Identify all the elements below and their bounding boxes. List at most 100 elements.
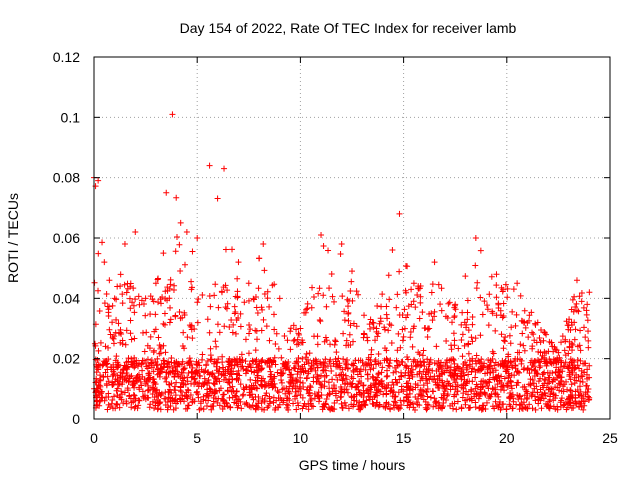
data-point — [472, 374, 479, 381]
data-point — [315, 393, 322, 400]
data-point — [460, 390, 467, 397]
data-point — [390, 402, 397, 409]
data-point — [422, 325, 429, 332]
data-point — [237, 323, 244, 330]
data-point — [308, 402, 315, 409]
data-point — [109, 319, 116, 326]
data-point — [327, 406, 334, 413]
data-point — [439, 368, 446, 375]
data-point — [317, 358, 324, 365]
data-point — [166, 319, 173, 326]
data-point — [295, 354, 302, 361]
data-point-peak — [369, 319, 376, 326]
data-point — [292, 395, 299, 402]
data-point — [317, 380, 324, 387]
data-point — [579, 373, 586, 380]
data-point — [254, 372, 261, 379]
data-point — [419, 309, 426, 316]
data-point — [314, 375, 321, 382]
data-point — [161, 310, 168, 317]
data-point — [384, 315, 391, 322]
data-point — [446, 299, 453, 306]
data-point — [255, 397, 262, 404]
data-point — [393, 368, 400, 375]
data-point — [505, 358, 512, 365]
x-axis-label: GPS time / hours — [299, 457, 406, 473]
data-point — [439, 379, 446, 386]
data-point — [109, 381, 116, 388]
data-point — [465, 327, 472, 334]
data-point — [179, 314, 186, 321]
data-point — [164, 398, 171, 405]
data-point — [535, 394, 542, 401]
data-point — [117, 283, 124, 290]
data-point — [402, 369, 409, 376]
data-point — [200, 381, 207, 388]
data-point — [494, 391, 501, 398]
data-point — [213, 363, 220, 370]
data-point — [504, 366, 511, 373]
data-point — [145, 370, 152, 377]
data-point — [574, 343, 581, 350]
data-point — [340, 356, 347, 363]
data-point — [299, 355, 306, 362]
data-point — [463, 366, 470, 373]
data-point — [152, 311, 159, 318]
y-tick-label: 0.1 — [61, 109, 81, 125]
data-point — [343, 386, 350, 393]
data-point — [216, 329, 223, 336]
data-point — [480, 384, 487, 391]
data-point — [345, 405, 352, 412]
data-point — [252, 377, 259, 384]
data-point — [567, 356, 574, 363]
data-point — [554, 403, 561, 410]
data-point — [404, 402, 411, 409]
data-point — [462, 359, 469, 366]
data-point — [198, 366, 205, 373]
data-point — [181, 365, 188, 372]
data-point — [538, 327, 545, 334]
data-point — [347, 287, 354, 294]
data-point — [100, 373, 107, 380]
data-point — [153, 391, 160, 398]
data-point-peak — [221, 165, 228, 172]
data-point — [195, 296, 202, 303]
data-point — [443, 338, 450, 345]
data-point — [170, 406, 177, 413]
data-point — [261, 406, 268, 413]
data-point — [417, 377, 424, 384]
data-point — [194, 319, 201, 326]
data-point — [315, 398, 322, 405]
data-point — [536, 364, 543, 371]
data-point — [562, 359, 569, 366]
data-point — [172, 313, 179, 320]
data-point — [536, 334, 543, 341]
data-point — [468, 334, 475, 341]
data-point — [345, 303, 352, 310]
data-point — [446, 357, 453, 364]
data-point — [511, 357, 518, 364]
data-point — [255, 285, 262, 292]
data-point — [502, 333, 509, 340]
data-point — [517, 402, 524, 409]
x-tick-label: 0 — [90, 430, 98, 446]
data-point — [438, 394, 445, 401]
data-point — [267, 368, 274, 375]
data-point — [110, 393, 117, 400]
data-point — [326, 285, 333, 292]
data-point — [129, 362, 136, 369]
data-point — [394, 291, 401, 298]
data-point — [274, 369, 281, 376]
data-point — [424, 405, 431, 412]
data-point — [320, 401, 327, 408]
data-point — [280, 369, 287, 376]
data-point — [161, 395, 168, 402]
data-point — [207, 303, 214, 310]
data-point — [127, 305, 134, 312]
data-point — [182, 405, 189, 412]
data-point — [374, 333, 381, 340]
data-point-peak — [177, 219, 184, 226]
data-point — [344, 357, 351, 364]
data-point-peak — [152, 280, 159, 287]
